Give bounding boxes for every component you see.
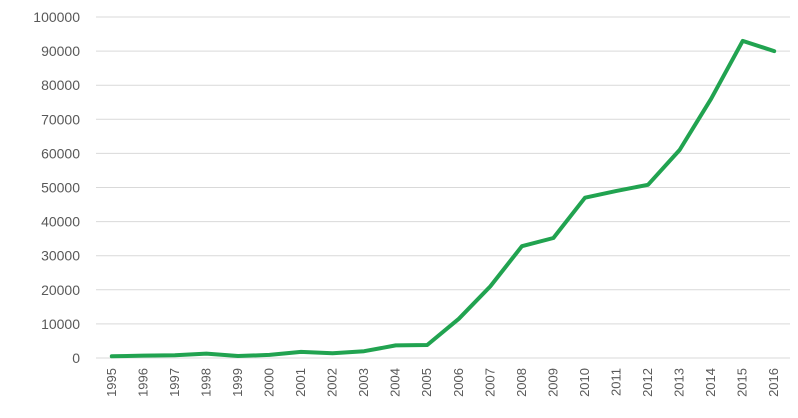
y-tick-label: 90000 — [41, 43, 80, 59]
y-tick-label: 10000 — [41, 316, 80, 332]
series-line — [109, 38, 777, 359]
y-tick-label: 70000 — [41, 111, 80, 127]
y-tick-label: 60000 — [41, 145, 80, 161]
x-tick-label: 2002 — [325, 368, 340, 397]
x-tick-label: 1998 — [198, 368, 213, 397]
y-tick-label: 50000 — [41, 180, 80, 196]
y-tick-label: 80000 — [41, 77, 80, 93]
x-tick-label: 2007 — [482, 368, 497, 397]
x-tick-label: 2005 — [419, 368, 434, 397]
x-tick-label: 2015 — [735, 368, 750, 397]
x-tick-label: 2008 — [514, 368, 529, 397]
y-axis-ticks: 0 10000 20000 30000 40000 50000 60000 70000 8000… — [33, 9, 80, 366]
x-tick-label: 2003 — [356, 368, 371, 397]
y-tick-label: 20000 — [41, 282, 80, 298]
x-axis-ticks: 1995 1996 1997 1998 1999 2000 2001 2002 2003 2004… — [104, 368, 781, 397]
series-layer — [109, 38, 777, 359]
x-tick-label: 2006 — [451, 368, 466, 397]
x-tick-label: 2001 — [293, 368, 308, 397]
x-tick-label: 1999 — [230, 368, 245, 397]
x-tick-label: 2013 — [672, 368, 687, 397]
y-tick-label: 40000 — [41, 214, 80, 230]
y-tick-label: 100000 — [33, 9, 80, 25]
x-tick-label: 2012 — [640, 368, 655, 397]
x-tick-label: 1995 — [104, 368, 119, 397]
x-tick-label: 2009 — [545, 368, 560, 397]
x-tick-label: 2016 — [766, 368, 781, 397]
x-tick-label: 2004 — [388, 368, 403, 397]
x-tick-label: 1996 — [135, 368, 150, 397]
x-tick-label: 2014 — [703, 368, 718, 397]
x-tick-label: 1997 — [167, 368, 182, 397]
x-tick-label: 2011 — [609, 368, 624, 396]
gridlines — [96, 16, 790, 359]
y-tick-label: 30000 — [41, 248, 80, 264]
x-tick-label: 2000 — [262, 368, 277, 397]
x-tick-label: 2010 — [577, 368, 592, 397]
y-tick-label: 0 — [72, 350, 80, 366]
